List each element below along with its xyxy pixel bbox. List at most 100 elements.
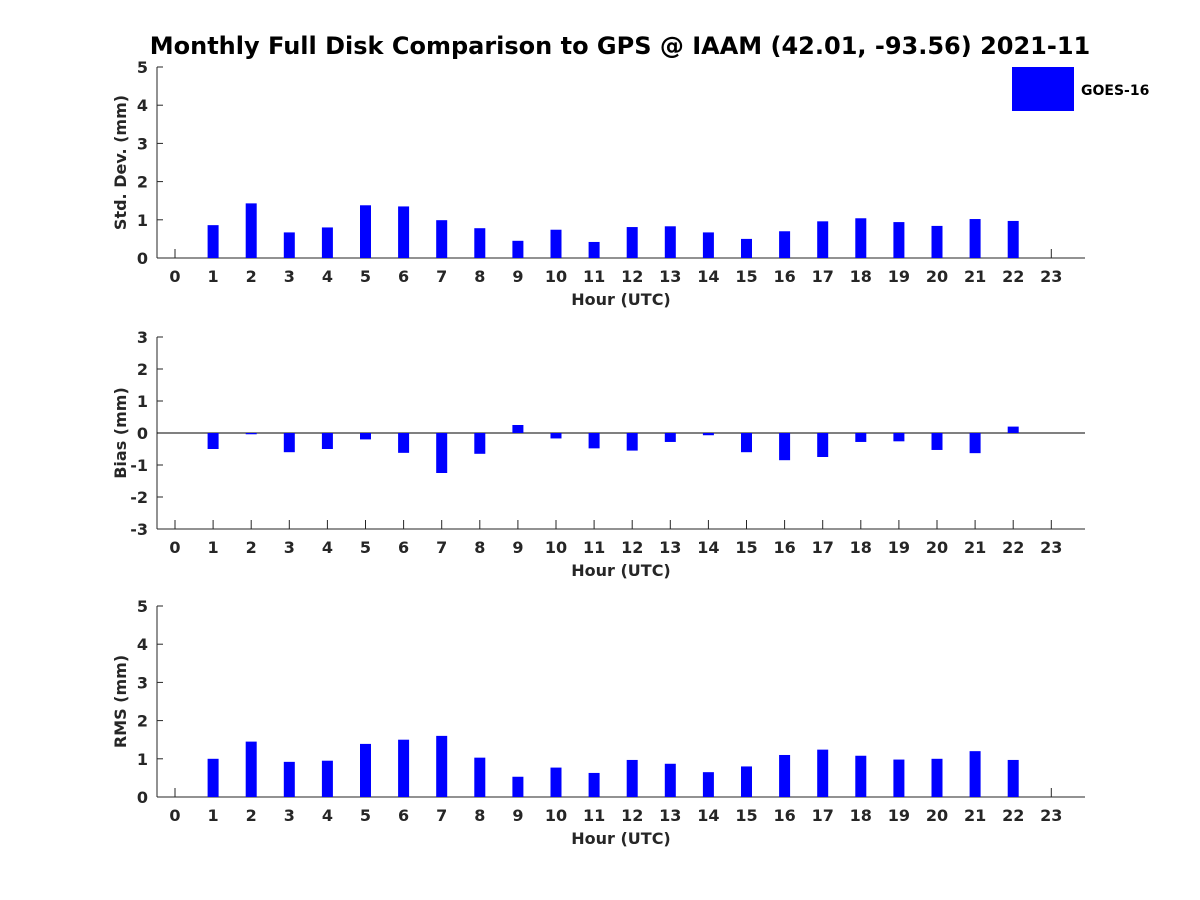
x-tick-label: 18 [850, 538, 872, 557]
bar [969, 751, 981, 797]
bar [702, 232, 714, 258]
bar [931, 433, 943, 450]
y-tick-label: -3 [130, 520, 148, 539]
bar [474, 433, 486, 454]
bar [283, 761, 295, 797]
y-tick-label: 3 [137, 673, 148, 692]
x-tick-label: 20 [926, 806, 948, 825]
bar [741, 433, 752, 453]
x-tick-label: 14 [697, 267, 719, 286]
bar [893, 222, 905, 258]
x-tick-label: 22 [1002, 538, 1024, 557]
bar [969, 433, 981, 454]
bar [664, 433, 676, 442]
bar [626, 433, 638, 451]
bar [1007, 426, 1019, 433]
bar [741, 766, 752, 797]
x-tick-label: 17 [812, 806, 834, 825]
bar [779, 433, 791, 461]
bar [931, 225, 943, 258]
bar [512, 425, 524, 433]
x-tick-label: 0 [169, 267, 180, 286]
bar [360, 205, 371, 258]
x-tick-label: 18 [850, 806, 872, 825]
bar [817, 221, 829, 258]
y-axis-label: Bias (mm) [111, 387, 130, 479]
x-tick-label: 21 [964, 806, 986, 825]
bar [436, 220, 448, 258]
x-tick-label: 20 [926, 538, 948, 557]
bar [474, 757, 486, 797]
y-tick-label: 4 [137, 96, 148, 115]
y-tick-label: 5 [137, 58, 148, 77]
bar [550, 767, 562, 797]
bar [321, 433, 333, 449]
x-tick-label: 23 [1040, 538, 1062, 557]
y-tick-label: 3 [137, 134, 148, 153]
x-tick-label: 12 [621, 538, 643, 557]
x-tick-label: 1 [208, 806, 219, 825]
x-tick-label: 9 [512, 267, 523, 286]
bar [436, 735, 448, 797]
bar [741, 238, 752, 258]
x-tick-label: 7 [436, 538, 447, 557]
x-tick-label: 6 [398, 267, 409, 286]
bar [245, 741, 257, 797]
legend-swatch [1012, 67, 1074, 111]
bar [969, 219, 981, 258]
y-tick-label: 5 [137, 597, 148, 616]
x-tick-label: 11 [583, 806, 605, 825]
bar [398, 433, 410, 453]
bar [283, 433, 295, 453]
x-tick-label: 22 [1002, 267, 1024, 286]
x-tick-label: 15 [735, 538, 757, 557]
bar [398, 206, 410, 258]
x-axis-label: Hour (UTC) [571, 290, 671, 309]
x-tick-label: 7 [436, 267, 447, 286]
x-tick-label: 11 [583, 538, 605, 557]
x-axis-label: Hour (UTC) [571, 829, 671, 848]
y-tick-label: 2 [137, 712, 148, 731]
bar [512, 776, 524, 797]
x-tick-label: 16 [773, 267, 795, 286]
bar [245, 203, 257, 258]
x-tick-label: 5 [360, 267, 371, 286]
legend: GOES-16 [1012, 67, 1149, 111]
bar [855, 433, 867, 442]
x-tick-label: 0 [169, 538, 180, 557]
x-tick-label: 0 [169, 806, 180, 825]
x-tick-label: 20 [926, 267, 948, 286]
x-tick-label: 23 [1040, 806, 1062, 825]
x-tick-label: 9 [512, 538, 523, 557]
x-tick-label: 17 [812, 267, 834, 286]
x-tick-label: 3 [284, 267, 295, 286]
x-tick-label: 3 [284, 806, 295, 825]
x-tick-label: 7 [436, 806, 447, 825]
bar [664, 226, 676, 258]
bar [1007, 759, 1019, 797]
y-tick-label: 0 [137, 788, 148, 807]
bar [321, 227, 333, 258]
x-tick-label: 4 [322, 267, 333, 286]
x-tick-label: 13 [659, 538, 681, 557]
x-axis-label: Hour (UTC) [571, 561, 671, 580]
bar [626, 227, 638, 258]
x-tick-label: 8 [474, 538, 485, 557]
x-tick-label: 15 [735, 806, 757, 825]
bar [931, 758, 943, 797]
bar [321, 760, 333, 797]
x-tick-label: 6 [398, 806, 409, 825]
x-tick-label: 13 [659, 806, 681, 825]
bar [588, 241, 600, 258]
x-tick-label: 15 [735, 267, 757, 286]
x-tick-label: 13 [659, 267, 681, 286]
bar [398, 739, 410, 797]
x-tick-label: 16 [773, 538, 795, 557]
bar [360, 743, 371, 797]
y-tick-label: 1 [137, 211, 148, 230]
bar [664, 763, 676, 797]
x-tick-label: 21 [964, 267, 986, 286]
